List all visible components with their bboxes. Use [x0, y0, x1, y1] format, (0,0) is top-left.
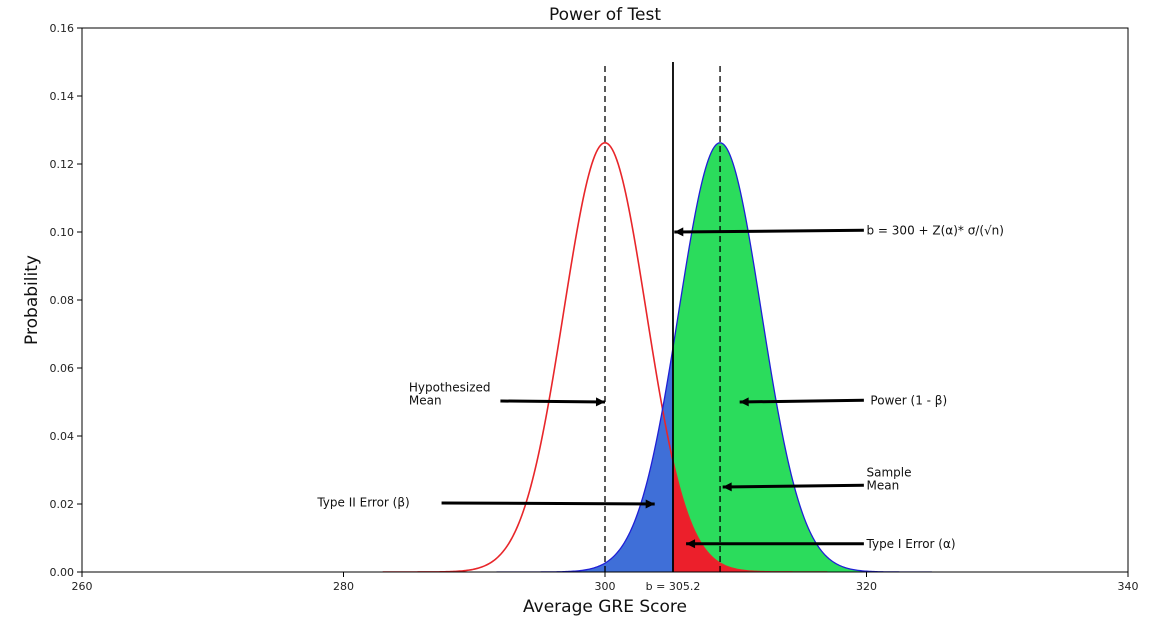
chart-title: Power of Test	[549, 5, 661, 25]
formula-annotation-arrowhead	[674, 227, 684, 237]
type-i-error-annotation-text: Type I Error (α)	[866, 537, 956, 551]
hypothesized-mean-annotation-arrow	[500, 399, 606, 404]
type-ii-error-annotation-text: Type II Error (β)	[316, 495, 409, 509]
y-tick-label: 0.16	[50, 22, 75, 35]
y-tick-label: 0.08	[50, 294, 75, 307]
y-tick-label: 0.02	[50, 498, 75, 511]
null-distribution-curve	[382, 141, 828, 572]
x-tick-label: 280	[333, 580, 354, 593]
sample-mean-annotation-text: Mean	[867, 479, 900, 493]
power-annotation-text: Power (1 - β)	[870, 393, 947, 407]
sample-mean-annotation-text: Sample	[867, 466, 912, 480]
hypothesized-mean-annotation-text: Mean	[409, 394, 442, 408]
y-tick-label: 0.14	[50, 90, 75, 103]
critical-value-label: b = 305.2	[646, 580, 701, 593]
formula-annotation-text: b = 300 + Z(α)* σ/(√n)	[867, 223, 1004, 237]
x-tick-label: 300	[595, 580, 616, 593]
sample-mean-annotation-arrowhead	[722, 482, 732, 492]
y-tick-label: 0.00	[50, 566, 75, 579]
type-ii-error-annotation-arrow	[441, 501, 655, 506]
power-annotation-arrowhead	[739, 397, 749, 407]
alternative-distribution-curve	[496, 142, 932, 572]
x-tick-label: 320	[856, 580, 877, 593]
sample-mean-annotation-arrow	[722, 483, 864, 489]
x-axis-label: Average GRE Score	[523, 597, 687, 617]
type-i-error-region	[672, 461, 828, 572]
type-ii-error-region	[496, 347, 673, 572]
hypothesized-mean-annotation-arrowhead	[595, 397, 605, 407]
y-axis-label: Probability	[22, 255, 42, 345]
power-region	[672, 142, 932, 572]
y-tick-label: 0.12	[50, 158, 75, 171]
y-tick-label: 0.10	[50, 226, 75, 239]
x-tick-label: 260	[72, 580, 93, 593]
power-annotation-arrow	[739, 398, 864, 404]
formula-annotation-arrow	[674, 228, 864, 234]
x-tick-label: 340	[1118, 580, 1139, 593]
y-tick-label: 0.04	[50, 430, 75, 443]
type-ii-error-annotation-arrowhead	[645, 499, 655, 509]
y-tick-label: 0.06	[50, 362, 75, 375]
hypothesized-mean-annotation-text: Hypothesized	[409, 381, 491, 395]
type-i-error-annotation-arrowhead	[686, 539, 696, 549]
